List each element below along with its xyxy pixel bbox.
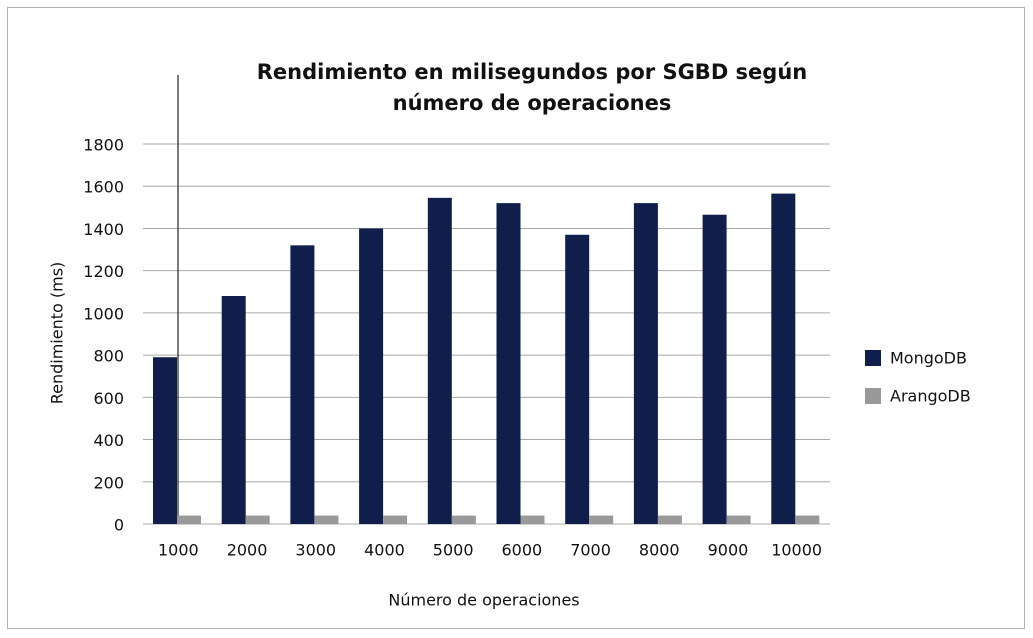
bar [359, 228, 384, 524]
bar [589, 515, 614, 524]
x-tick-label: 7000 [570, 541, 611, 560]
bar [633, 203, 658, 524]
x-tick-label: 10000 [771, 541, 822, 560]
x-axis-label: Número de operaciones [388, 591, 579, 610]
y-tick-label: 200 [93, 473, 124, 492]
y-tick-label: 800 [93, 347, 124, 366]
bar [290, 245, 315, 525]
x-tick-label: 4000 [364, 541, 405, 560]
bar [726, 515, 751, 524]
chart-title: Rendimiento en milisegundos por SGBD seg… [257, 60, 807, 84]
x-tick-label: 3000 [295, 541, 336, 560]
legend-label: ArangoDB [890, 387, 971, 406]
x-tick-label: 5000 [433, 541, 474, 560]
bar [314, 515, 339, 524]
bar [245, 515, 270, 524]
bar [221, 296, 246, 524]
bar [427, 197, 452, 525]
bar [496, 203, 521, 524]
legend-swatch [865, 350, 881, 366]
y-axis-label: Rendimiento (ms) [48, 262, 67, 405]
bar [657, 515, 682, 524]
bar [702, 214, 727, 524]
bar [795, 515, 820, 524]
legend-label: MongoDB [890, 349, 967, 368]
x-tick-label: 9000 [708, 541, 749, 560]
legend-swatch [865, 388, 881, 404]
y-tick-label: 0 [114, 516, 124, 535]
y-tick-label: 400 [93, 431, 124, 450]
x-tick-label: 1000 [158, 541, 199, 560]
bar [565, 234, 590, 524]
x-tick-label: 8000 [639, 541, 680, 560]
y-tick-label: 1400 [83, 220, 124, 239]
y-tick-label: 1800 [83, 136, 124, 155]
bar [451, 515, 476, 524]
y-tick-label: 1600 [83, 178, 124, 197]
bar [520, 515, 545, 524]
chart-title: número de operaciones [393, 91, 672, 115]
y-tick-label: 600 [93, 389, 124, 408]
bar [177, 515, 201, 524]
bar [771, 193, 796, 524]
bar [383, 515, 408, 524]
bar [153, 357, 177, 524]
x-tick-label: 6000 [501, 541, 542, 560]
y-tick-label: 1200 [83, 262, 124, 281]
x-tick-label: 2000 [227, 541, 268, 560]
y-tick-label: 1000 [83, 304, 124, 323]
